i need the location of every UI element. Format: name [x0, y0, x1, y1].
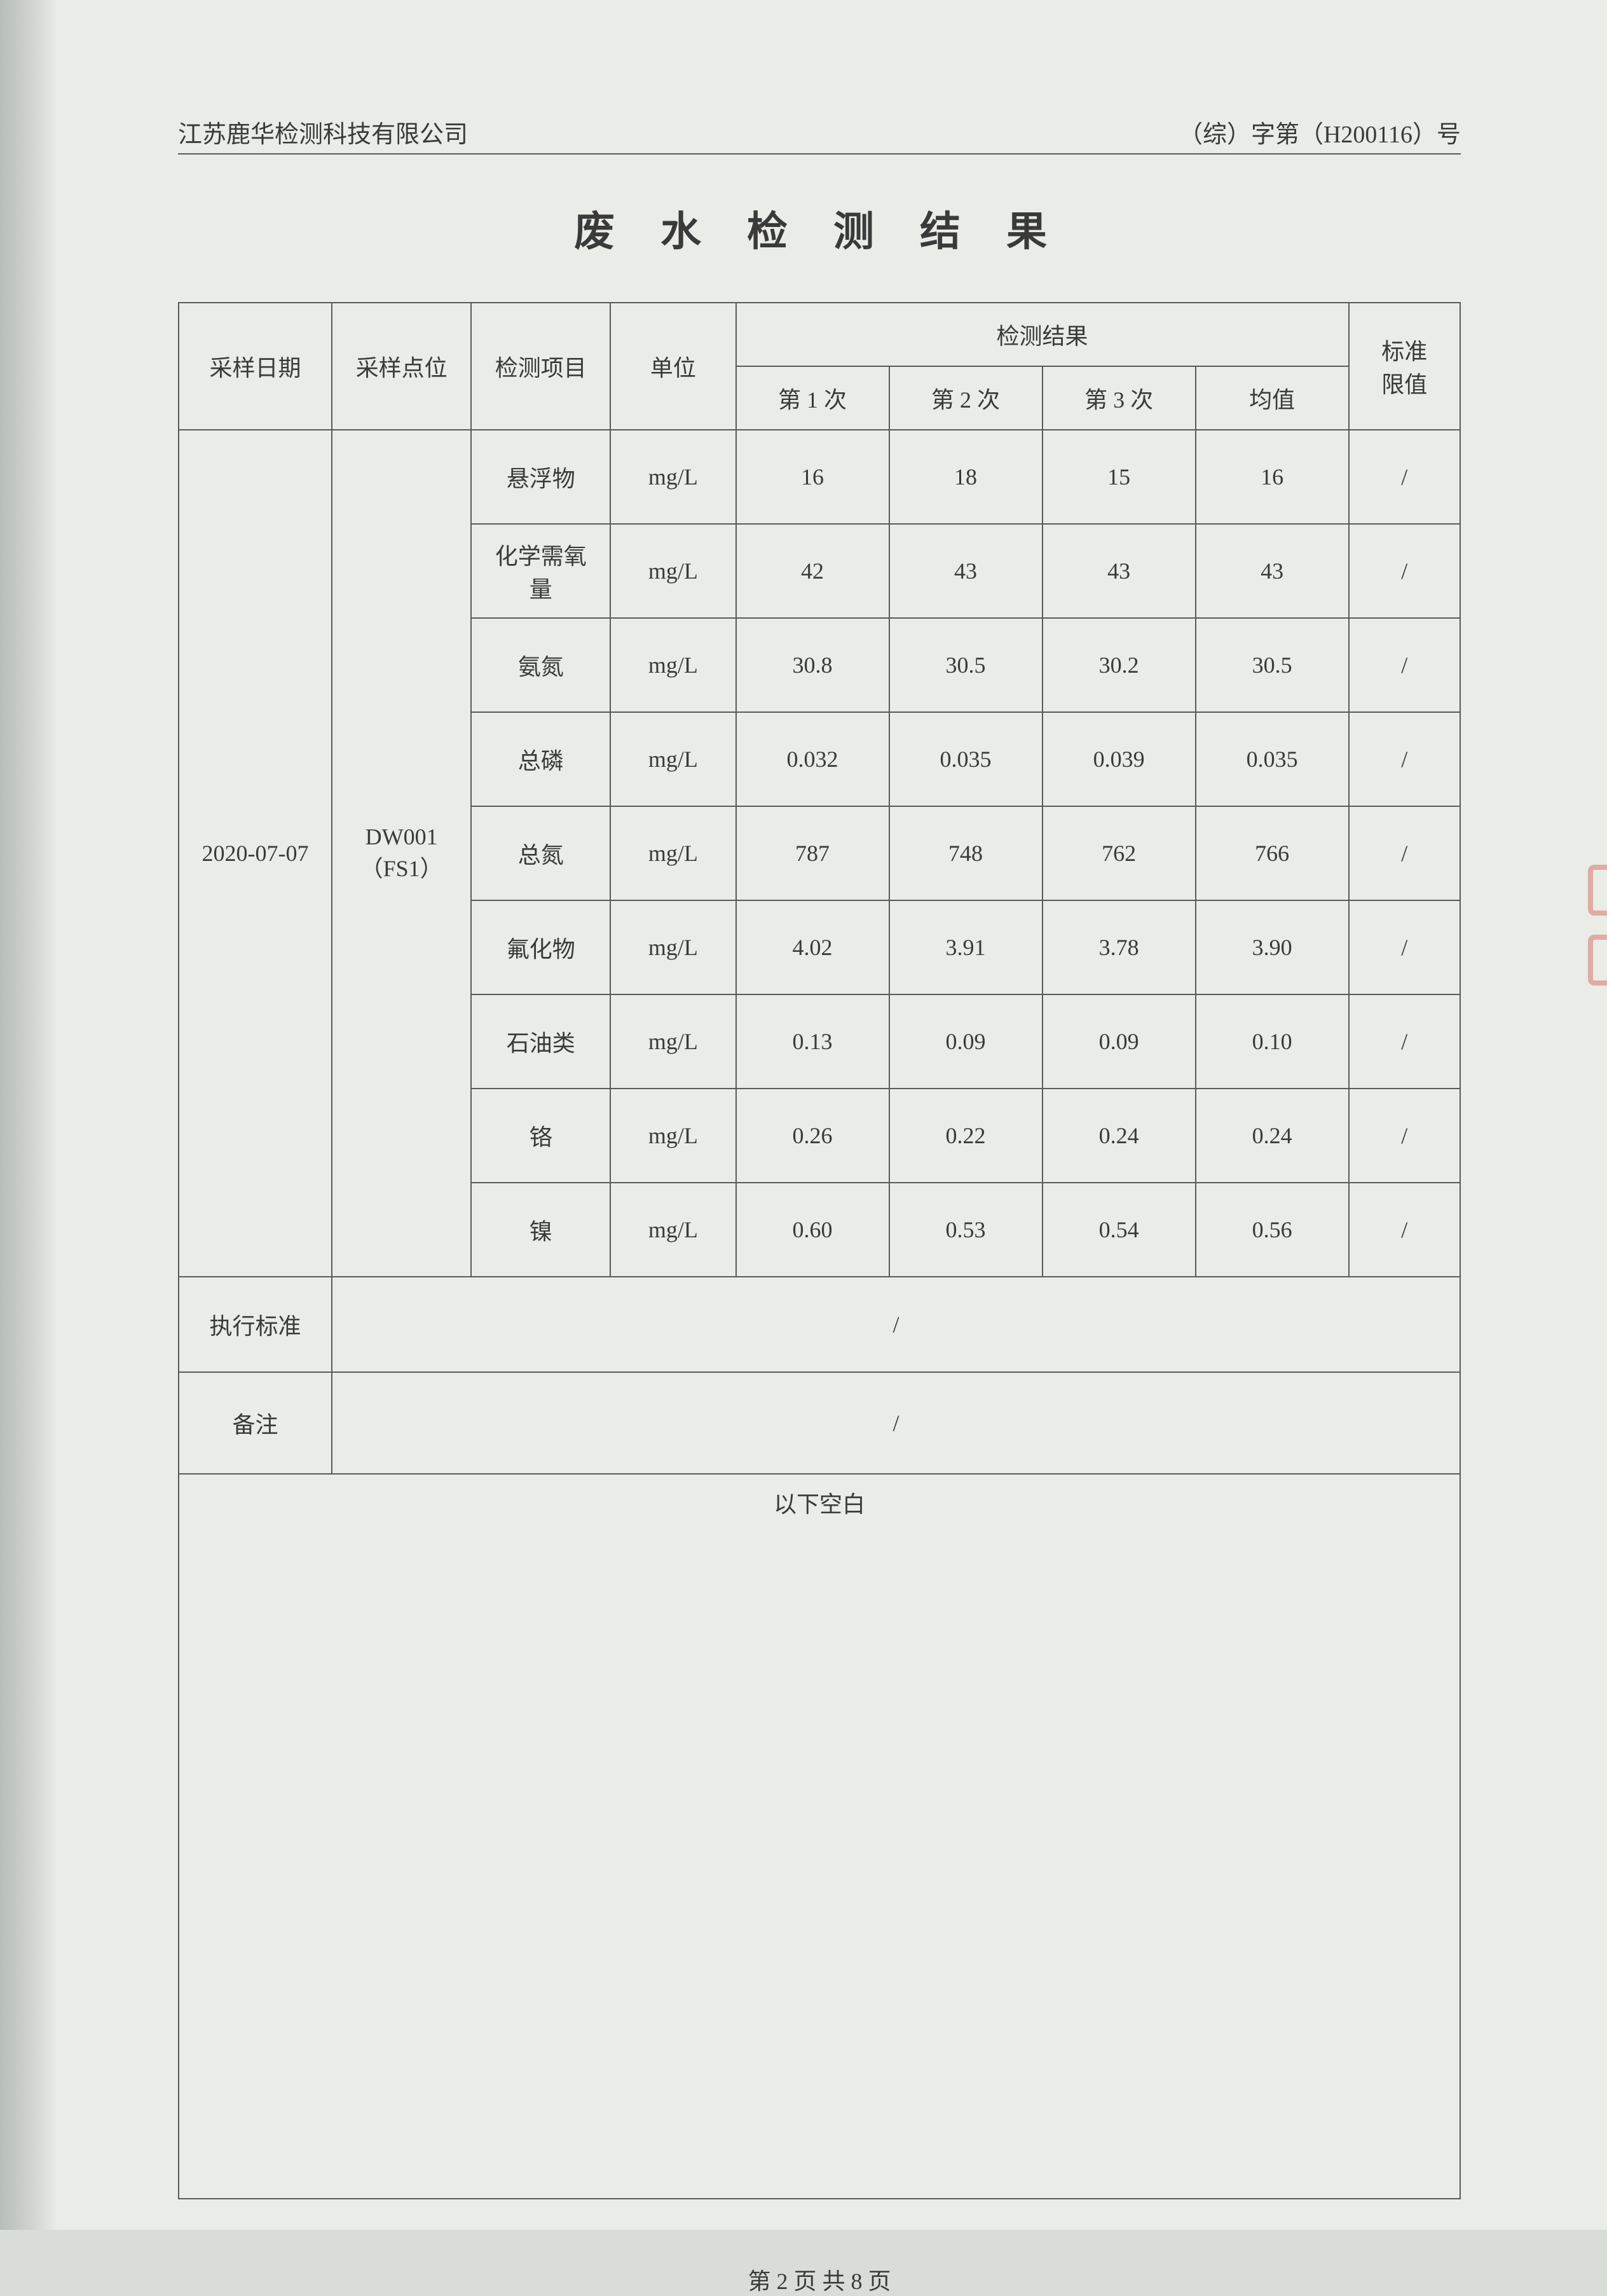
cell-limit: /	[1349, 1183, 1460, 1277]
cell-date: 2020-07-07	[179, 430, 332, 1277]
cell-item: 石油类	[471, 994, 610, 1089]
col-unit: 单位	[610, 303, 735, 430]
cell-r1: 0.60	[736, 1183, 889, 1277]
cell-unit: mg/L	[610, 806, 735, 900]
stamp-edge	[1582, 865, 1607, 1030]
page-footer: 第 2 页 共 8 页	[178, 2263, 1461, 2296]
cell-point: DW001（FS1）	[332, 430, 471, 1277]
cell-r2: 0.035	[889, 712, 1043, 806]
cell-avg: 0.56	[1196, 1183, 1349, 1277]
cell-avg: 16	[1196, 430, 1349, 524]
cell-r3: 0.09	[1043, 994, 1196, 1089]
cell-r2: 0.22	[889, 1089, 1043, 1183]
cell-limit: /	[1349, 712, 1460, 806]
document-number: （综）字第（H200116）号	[1179, 114, 1461, 149]
report-title: 废 水 检 测 结 果	[178, 199, 1461, 258]
cell-r1: 787	[736, 806, 889, 900]
col-limit: 标准限值	[1349, 303, 1460, 430]
cell-item: 铬	[471, 1089, 610, 1183]
cell-r3: 3.78	[1043, 900, 1196, 994]
cell-r3: 15	[1043, 430, 1196, 524]
cell-r1: 42	[736, 524, 889, 618]
cell-r3: 762	[1043, 806, 1196, 900]
cell-item: 总磷	[471, 712, 610, 806]
cell-r1: 0.26	[736, 1089, 889, 1183]
note-label: 备注	[179, 1372, 332, 1474]
cell-limit: /	[1349, 806, 1460, 900]
cell-r3: 0.039	[1043, 712, 1196, 806]
cell-unit: mg/L	[610, 618, 735, 712]
cell-r2: 43	[889, 524, 1043, 618]
cell-unit: mg/L	[610, 524, 735, 618]
cell-unit: mg/L	[610, 994, 735, 1089]
cell-unit: mg/L	[610, 1089, 735, 1183]
col-point: 采样点位	[332, 303, 471, 430]
cell-limit: /	[1349, 524, 1460, 618]
header-row: 江苏鹿华检测科技有限公司 （综）字第（H200116）号	[178, 114, 1461, 155]
standard-value: /	[332, 1277, 1460, 1372]
col-date: 采样日期	[179, 303, 332, 430]
cell-limit: /	[1349, 1089, 1460, 1183]
cell-unit: mg/L	[610, 430, 735, 524]
note-value: /	[332, 1372, 1460, 1474]
cell-r3: 0.54	[1043, 1183, 1196, 1277]
cell-unit: mg/L	[610, 900, 735, 994]
cell-r2: 18	[889, 430, 1043, 524]
note-row: 备注/	[179, 1372, 1460, 1474]
col-r3: 第 3 次	[1043, 366, 1196, 430]
col-avg: 均值	[1196, 366, 1349, 430]
blank-area: 以下空白	[178, 1475, 1461, 2199]
company-name: 江苏鹿华检测科技有限公司	[178, 114, 468, 149]
standard-label: 执行标准	[179, 1277, 332, 1372]
cell-r3: 30.2	[1043, 618, 1196, 712]
cell-r1: 4.02	[736, 900, 889, 994]
cell-item: 氨氮	[471, 618, 610, 712]
cell-limit: /	[1349, 900, 1460, 994]
cell-limit: /	[1349, 618, 1460, 712]
cell-unit: mg/L	[610, 1183, 735, 1277]
col-r1: 第 1 次	[736, 366, 889, 430]
cell-r1: 16	[736, 430, 889, 524]
cell-r2: 30.5	[889, 618, 1043, 712]
cell-r2: 0.09	[889, 994, 1043, 1089]
cell-r2: 0.53	[889, 1183, 1043, 1277]
cell-avg: 0.10	[1196, 994, 1349, 1089]
cell-r1: 0.032	[736, 712, 889, 806]
col-r2: 第 2 次	[889, 366, 1043, 430]
blank-label: 以下空白	[774, 1492, 865, 1517]
col-item: 检测项目	[471, 303, 610, 430]
cell-item: 化学需氧量	[471, 524, 610, 618]
cell-item: 镍	[471, 1183, 610, 1277]
cell-r2: 3.91	[889, 900, 1043, 994]
cell-avg: 0.24	[1196, 1089, 1349, 1183]
cell-avg: 0.035	[1196, 712, 1349, 806]
cell-r1: 30.8	[736, 618, 889, 712]
cell-r1: 0.13	[736, 994, 889, 1089]
results-table: 采样日期 采样点位 检测项目 单位 检测结果 标准限值 第 1 次 第 2 次 …	[178, 302, 1461, 1475]
cell-r2: 748	[889, 806, 1043, 900]
cell-avg: 43	[1196, 524, 1349, 618]
standard-row: 执行标准/	[179, 1277, 1460, 1372]
binding-spine	[0, 0, 57, 2230]
cell-avg: 766	[1196, 806, 1349, 900]
cell-item: 氟化物	[471, 900, 610, 994]
cell-r3: 43	[1043, 524, 1196, 618]
cell-unit: mg/L	[610, 712, 735, 806]
cell-avg: 3.90	[1196, 900, 1349, 994]
cell-avg: 30.5	[1196, 618, 1349, 712]
cell-limit: /	[1349, 430, 1460, 524]
page: 江苏鹿华检测科技有限公司 （综）字第（H200116）号 废 水 检 测 结 果…	[0, 0, 1607, 2230]
cell-limit: /	[1349, 994, 1460, 1089]
cell-item: 悬浮物	[471, 430, 610, 524]
cell-item: 总氮	[471, 806, 610, 900]
table-row: 2020-07-07DW001（FS1）悬浮物mg/L16181516/	[179, 430, 1460, 524]
col-result-group: 检测结果	[736, 303, 1349, 366]
cell-r3: 0.24	[1043, 1089, 1196, 1183]
